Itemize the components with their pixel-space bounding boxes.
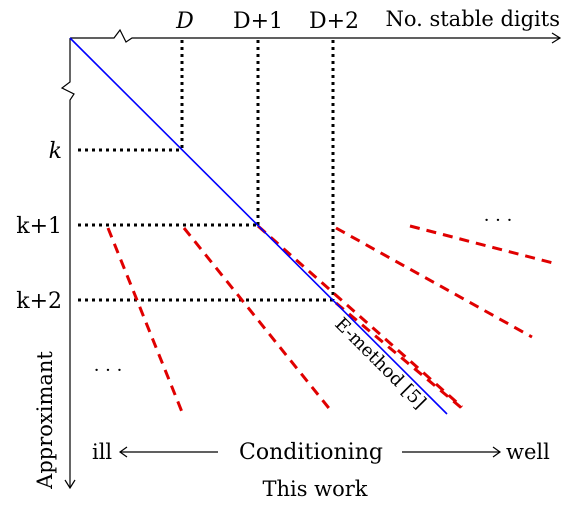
x-axis-arrow-icon (551, 32, 562, 44)
red-line-3 (257, 224, 463, 409)
x-tick-d: D (175, 9, 194, 34)
conditioning-label: Conditioning (239, 440, 383, 465)
x-tick-d2: D+2 (309, 9, 359, 34)
ellipsis-bottom-left: · · · (94, 360, 123, 381)
y-tick-k1: k+1 (16, 214, 62, 239)
red-line-6 (409, 224, 558, 266)
red-dashed-lines (106, 224, 558, 413)
red-line-5 (335, 226, 533, 339)
y-axis-label: Approximant (33, 351, 57, 490)
y-axis (60, 38, 76, 490)
x-tick-d1: D+1 (233, 9, 283, 34)
ellipsis-top-right: · · · (484, 210, 513, 231)
right-arrow-icon (492, 446, 502, 458)
x-axis (70, 28, 562, 44)
x-axis-line (70, 28, 560, 43)
conditioning-ill-label: ill (92, 440, 112, 464)
x-axis-label: No. stable digits (385, 7, 560, 31)
red-line-2 (182, 227, 334, 413)
footer-label: This work (262, 477, 367, 501)
y-tick-k2: k+2 (16, 289, 62, 314)
y-tick-k: k (49, 139, 62, 164)
conditioning-row: ill Conditioning well (92, 440, 550, 465)
guide-lines (78, 40, 335, 302)
red-line-1 (106, 227, 184, 413)
conditioning-well-label: well (506, 440, 550, 464)
red-line-4 (335, 301, 465, 412)
y-axis-arrow-icon (64, 479, 76, 490)
y-axis-line (60, 38, 75, 488)
e-method-line (69, 37, 448, 415)
left-arrow-icon (118, 446, 128, 458)
